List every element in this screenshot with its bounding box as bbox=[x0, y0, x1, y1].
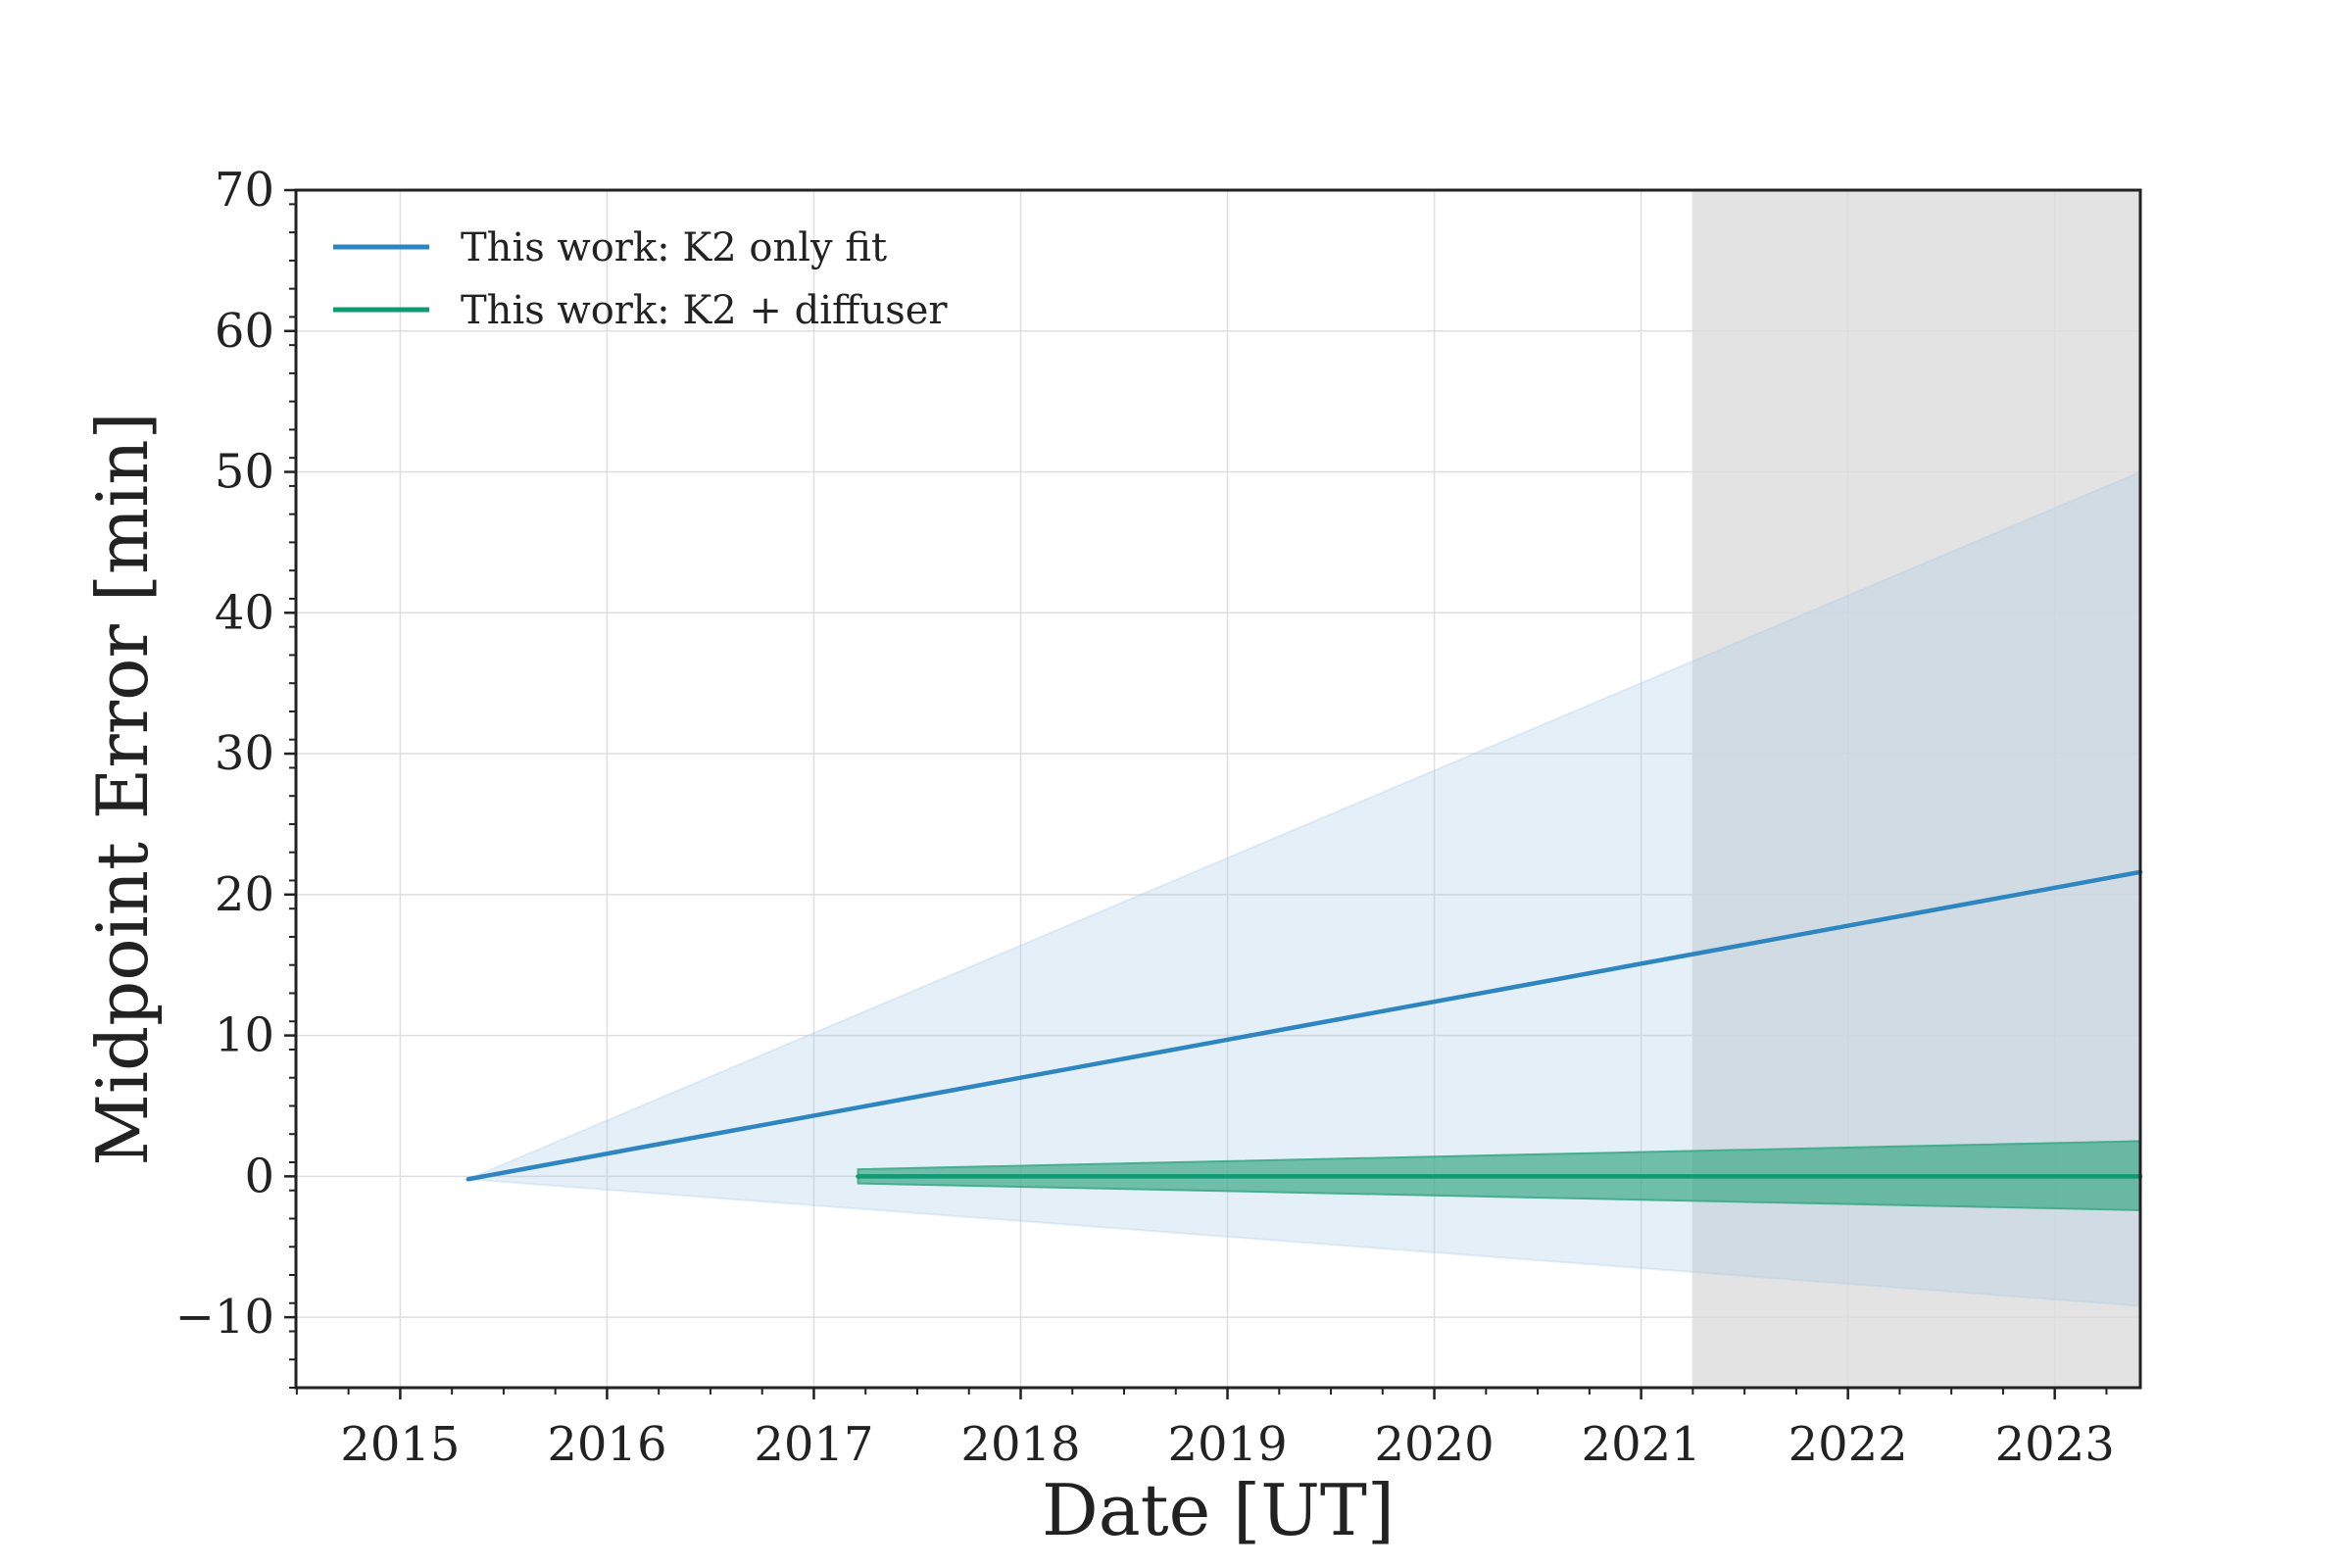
series-lines-layer bbox=[466, 869, 2143, 1182]
x-tick-label: 2021 bbox=[1582, 1417, 1701, 1472]
x-tick-label: 2023 bbox=[1995, 1417, 2115, 1472]
series-line-1 bbox=[466, 869, 2143, 1182]
y-tick-label: 20 bbox=[215, 867, 274, 922]
y-tick-label: −10 bbox=[175, 1290, 274, 1345]
y-tick-label: 70 bbox=[215, 163, 274, 218]
plot-frame bbox=[294, 188, 2142, 1390]
tick-labels-layer: 2015 2016 2017 2018 2019 2020 2021 2022 2023 −10 0… bbox=[175, 163, 2115, 1472]
legend-label-1: This work: K2 only fit bbox=[461, 225, 887, 270]
y-tick-label: 40 bbox=[215, 585, 274, 640]
x-tick-label: 2019 bbox=[1167, 1417, 1287, 1472]
x-tick-label: 2020 bbox=[1375, 1417, 1494, 1472]
legend: This work: K2 only fit This work: K2 + di… bbox=[333, 225, 948, 333]
x-tick-label: 2016 bbox=[547, 1417, 666, 1472]
uncertainty-bands-layer bbox=[467, 470, 2141, 1307]
y-tick-label: 60 bbox=[215, 304, 274, 359]
axes-layer bbox=[284, 188, 2142, 1399]
x-tick-label: 2018 bbox=[960, 1417, 1080, 1472]
x-tick-label: 2017 bbox=[754, 1417, 873, 1472]
y-tick-label: 50 bbox=[215, 445, 274, 500]
x-tick-label: 2022 bbox=[1788, 1417, 1908, 1472]
y-tick-label: 0 bbox=[244, 1149, 274, 1203]
y-tick-label: 30 bbox=[215, 726, 274, 781]
y-axis-label: Midpoint Error [min] bbox=[81, 412, 164, 1165]
x-axis-label: Date [UT] bbox=[1042, 1469, 1395, 1551]
legend-label-2: This work: K2 + diffuser bbox=[461, 288, 948, 333]
x-tick-label: 2015 bbox=[340, 1417, 460, 1472]
y-tick-label: 10 bbox=[215, 1008, 274, 1063]
